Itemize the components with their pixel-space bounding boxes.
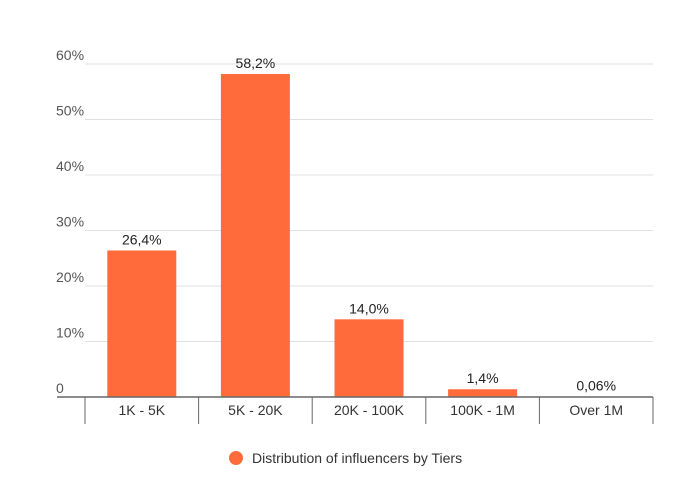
bars bbox=[107, 73, 631, 398]
x-tick-label: Over 1M bbox=[569, 402, 623, 418]
y-tick-label: 40% bbox=[56, 158, 84, 174]
data-labels: 26,4% 58,2% 14,0% 1,4% 0,06% bbox=[122, 55, 616, 394]
data-label: 26,4% bbox=[122, 231, 162, 247]
x-axis: 1K - 5K 5K - 20K 20K - 100K 100K - 1M Over 1… bbox=[57, 396, 654, 424]
bar bbox=[448, 389, 518, 397]
bar bbox=[334, 319, 404, 397]
x-tick-label: 1K - 5K bbox=[118, 402, 165, 418]
y-tick-label: 0 bbox=[56, 380, 64, 396]
legend: Distribution of influencers by Tiers bbox=[229, 450, 462, 466]
bar bbox=[107, 250, 177, 397]
y-tick-label: 30% bbox=[56, 214, 84, 230]
data-label: 0,06% bbox=[576, 378, 616, 394]
y-tick-label: 10% bbox=[56, 325, 84, 341]
data-label: 1,4% bbox=[467, 370, 499, 386]
y-tick-label: 50% bbox=[56, 103, 84, 119]
data-label: 14,0% bbox=[349, 300, 389, 316]
legend-marker bbox=[229, 451, 243, 465]
y-tick-label: 20% bbox=[56, 269, 84, 285]
x-tick-label: 100K - 1M bbox=[450, 402, 515, 418]
x-tick-label: 5K - 20K bbox=[228, 402, 283, 418]
x-tick-label: 20K - 100K bbox=[334, 402, 405, 418]
legend-label: Distribution of influencers by Tiers bbox=[252, 450, 462, 466]
data-label: 58,2% bbox=[236, 55, 276, 71]
bar bbox=[220, 73, 290, 398]
gridlines bbox=[85, 63, 653, 342]
y-tick-label: 60% bbox=[56, 47, 84, 63]
y-axis-ticks: 0 10% 20% 30% 40% 50% 60% bbox=[56, 47, 84, 396]
